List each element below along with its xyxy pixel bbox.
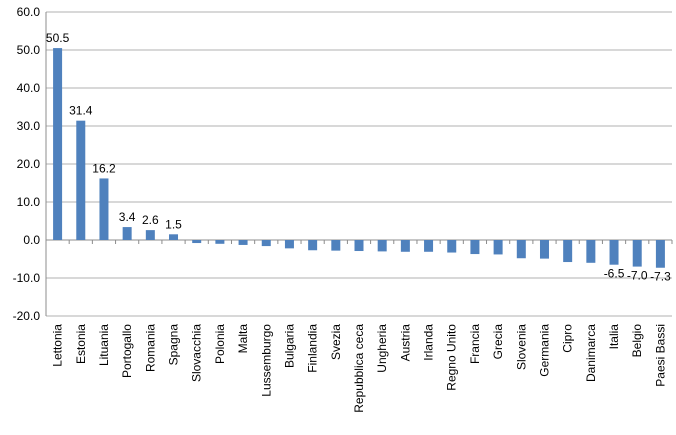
category-label: Regno Unito xyxy=(445,324,459,391)
category-label: Germania xyxy=(537,324,551,377)
y-tick-label: 40.0 xyxy=(17,81,41,95)
bar xyxy=(563,240,573,263)
data-labels: 50.5 31.4 16.2 3.4 2.6 1.5 -6.5 -7.0 -7.3 xyxy=(46,31,671,284)
category-label: Belgio xyxy=(630,324,644,358)
bar xyxy=(192,240,202,244)
bar xyxy=(122,227,132,240)
y-tick-label: 20.0 xyxy=(17,157,41,171)
y-tick-label: 60.0 xyxy=(17,5,41,19)
category-label: Grecia xyxy=(491,324,505,360)
bar xyxy=(284,240,294,249)
category-label: Portogallo xyxy=(120,324,134,378)
category-label: Slovenia xyxy=(514,324,528,370)
bar xyxy=(354,240,364,252)
bar xyxy=(238,240,248,245)
category-label: Bulgaria xyxy=(282,324,296,368)
y-tick-label: 0.0 xyxy=(23,233,40,247)
bar xyxy=(145,230,155,240)
category-label: Lituania xyxy=(97,324,111,366)
category-label: Ungheria xyxy=(375,324,389,373)
bar xyxy=(377,240,387,252)
category-label: Lettonia xyxy=(51,324,65,367)
category-label: Repubblica ceca xyxy=(352,324,366,413)
data-label: 16.2 xyxy=(92,161,116,175)
bar xyxy=(261,240,271,247)
bar xyxy=(331,240,341,251)
bar xyxy=(655,240,665,268)
category-label: Svezia xyxy=(329,324,343,360)
category-label: Francia xyxy=(468,324,482,364)
gridlines xyxy=(46,11,672,317)
bar xyxy=(586,240,596,263)
category-labels: Lettonia Estonia Lituania Portogallo Romania… xyxy=(51,324,668,413)
bar xyxy=(169,234,179,240)
data-label: -7.0 xyxy=(627,269,648,283)
data-label: 3.4 xyxy=(119,210,136,224)
category-label: Spagna xyxy=(167,324,181,366)
bar xyxy=(493,240,503,255)
bar xyxy=(53,48,63,240)
data-label: -6.5 xyxy=(604,267,625,281)
category-label: Finlandia xyxy=(306,324,320,373)
category-label: Italia xyxy=(607,324,621,350)
y-tick-labels: 60.0 50.0 40.0 30.0 20.0 10.0 0.0 -10.0 -20.0 xyxy=(13,5,41,323)
category-label: Paesi Bassi xyxy=(653,324,667,387)
y-tick-label: 50.0 xyxy=(17,43,41,57)
y-tick-label: -10.0 xyxy=(13,271,41,285)
category-label: Austria xyxy=(398,324,412,362)
data-label: 31.4 xyxy=(69,104,93,118)
category-label: Romania xyxy=(143,324,157,372)
bar xyxy=(470,240,480,255)
category-label: Estonia xyxy=(74,324,88,364)
bar xyxy=(215,240,225,244)
bar xyxy=(632,240,642,267)
data-label: -7.3 xyxy=(650,270,671,284)
bar xyxy=(447,240,457,253)
category-label: Polonia xyxy=(213,324,227,364)
category-label: Malta xyxy=(236,324,250,354)
bar xyxy=(99,178,109,240)
bar xyxy=(516,240,526,259)
data-label: 1.5 xyxy=(165,217,182,231)
data-label: 2.6 xyxy=(142,213,159,227)
category-label: Irlanda xyxy=(422,324,436,361)
category-label: Danimarca xyxy=(584,324,598,382)
bar xyxy=(76,120,86,240)
category-label: Slovacchia xyxy=(190,324,204,382)
y-tick-label: 30.0 xyxy=(17,119,41,133)
bar xyxy=(308,240,318,251)
data-label: 50.5 xyxy=(46,31,70,45)
bar xyxy=(609,240,619,265)
bar xyxy=(400,240,410,252)
y-tick-label: 10.0 xyxy=(17,195,41,209)
category-label: Cipro xyxy=(561,324,575,353)
category-label: Lussemburgo xyxy=(259,324,273,397)
y-tick-label: -20.0 xyxy=(13,309,41,323)
bar xyxy=(539,240,549,259)
bars xyxy=(53,48,665,268)
bar xyxy=(424,240,434,252)
